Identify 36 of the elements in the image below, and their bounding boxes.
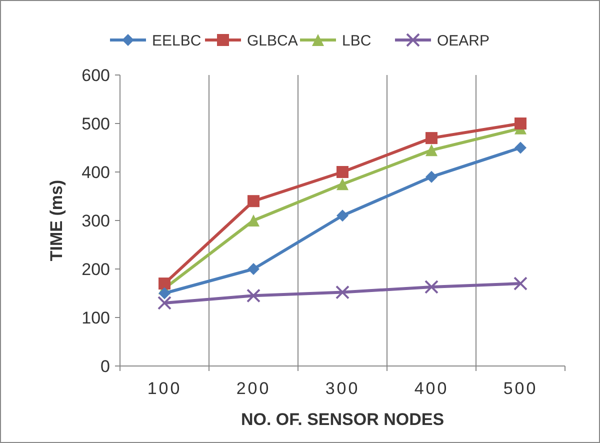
point: [248, 214, 260, 226]
point: [336, 285, 350, 300]
x-axis-title: NO. OF. SENSOR NODES: [240, 410, 444, 429]
point: [514, 118, 526, 130]
x-tick-label: 500: [503, 379, 538, 398]
y-tick-label: 200: [82, 260, 110, 279]
x-tick-label: 100: [147, 379, 182, 398]
x-tick-label: 300: [325, 379, 360, 398]
point: [158, 278, 170, 290]
legend-label: OEARP: [437, 32, 490, 50]
point: [426, 144, 438, 156]
y-tick-label: 400: [82, 162, 110, 182]
point: [248, 195, 260, 208]
x-tick-label: 200: [236, 379, 271, 398]
y-axis-title: TIME (ms): [47, 180, 66, 262]
point: [336, 178, 348, 190]
legend-label: GLBCA: [247, 32, 298, 50]
legend-label: EELBC: [152, 32, 202, 50]
point: [426, 132, 438, 144]
y-tick-label: 0: [100, 356, 110, 376]
point: [514, 276, 528, 291]
point: [426, 170, 438, 183]
legend-label: LBC: [342, 32, 372, 50]
point: [158, 296, 172, 310]
y-tick-label: 100: [82, 308, 110, 328]
x-tick-label: 400: [414, 379, 449, 398]
point: [514, 142, 526, 154]
y-tick-label: 500: [82, 114, 110, 134]
point: [158, 287, 170, 300]
point: [336, 210, 348, 222]
point: [248, 263, 260, 275]
point: [246, 288, 260, 303]
point: [424, 280, 438, 294]
point: [336, 166, 348, 178]
y-tick-label: 600: [82, 66, 110, 85]
y-tick-label: 300: [82, 211, 110, 230]
